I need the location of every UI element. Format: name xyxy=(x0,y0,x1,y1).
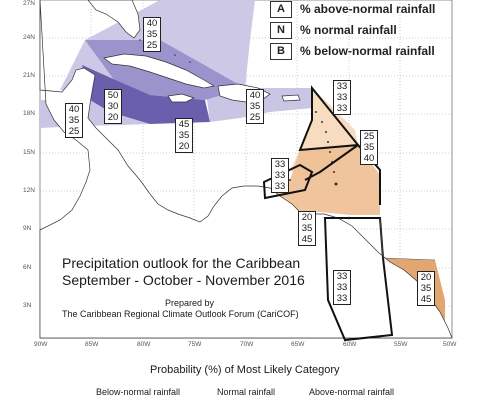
legend-key-below: B xyxy=(270,43,292,60)
cuba-land xyxy=(103,53,215,89)
lat-label-21n: 21N xyxy=(23,72,35,79)
lat-label-27n: 27N xyxy=(23,0,35,7)
prob-box-hispaniola-pr: 40 35 25 xyxy=(246,89,264,124)
prob-value-below: 33 xyxy=(274,181,286,192)
prob-box-cayman-jamaica: 50 30 20 xyxy=(104,89,122,124)
jamaica-land xyxy=(167,93,195,103)
lon-label-50w: 50W xyxy=(443,341,457,348)
lon-label-60w: 60W xyxy=(343,341,357,348)
prob-value-above: 20 xyxy=(420,272,432,283)
lat-label-9n: 9N xyxy=(23,225,32,232)
lat-label-12n: 12N xyxy=(23,187,35,194)
category-above-normal: Above-normal rainfall xyxy=(309,387,395,397)
prob-box-barbados-east: 25 35 40 xyxy=(360,130,378,165)
legend-key-above: A xyxy=(270,1,292,18)
legend-row-normal: N % normal rainfall xyxy=(270,21,450,42)
lon-label-70w: 70W xyxy=(240,341,254,348)
lat-label-6n: 6N xyxy=(23,264,32,271)
prob-value-normal: 33 xyxy=(336,282,348,293)
prob-box-abc-islands: 33 33 33 xyxy=(271,158,289,193)
prob-value-above: 50 xyxy=(107,90,119,101)
zone-outlines xyxy=(262,85,394,342)
map-title-line2: September - October - November 2016 xyxy=(62,272,305,288)
lat-label-3n: 3N xyxy=(23,302,32,309)
lat-label-15n: 15N xyxy=(23,149,35,156)
prob-value-normal: 35 xyxy=(178,130,190,141)
prob-value-normal: 35 xyxy=(68,115,80,126)
prob-value-above: 33 xyxy=(336,81,348,92)
prob-value-above: 40 xyxy=(249,90,261,101)
prob-value-above: 33 xyxy=(274,159,286,170)
outline-windward xyxy=(304,143,381,205)
prob-value-above: 40 xyxy=(68,104,80,115)
legend-label-above: % above-normal rainfall xyxy=(300,2,436,16)
legend-label-below: % below-normal rainfall xyxy=(300,44,435,58)
prob-value-normal: 35 xyxy=(301,223,313,234)
lat-label-24n: 24N xyxy=(23,34,35,41)
prob-box-belize: 40 35 25 xyxy=(65,103,83,138)
lon-label-75w: 75W xyxy=(188,341,202,348)
prob-box-bahamas-north: 40 35 25 xyxy=(143,17,161,52)
prob-value-below: 25 xyxy=(68,126,80,137)
prob-box-trinidad-tobago: 20 35 45 xyxy=(298,211,316,246)
legend-key-normal: N xyxy=(270,22,292,39)
category-normal: Normal rainfall xyxy=(217,387,276,397)
prob-value-normal: 33 xyxy=(274,170,286,181)
outline-abc xyxy=(262,163,314,200)
category-below-normal: Below-normal rainfall xyxy=(96,387,181,397)
legend-label-normal: % normal rainfall xyxy=(300,23,397,37)
prob-value-normal: 30 xyxy=(107,101,119,112)
prob-value-below: 25 xyxy=(146,40,158,51)
florida-land xyxy=(87,0,141,39)
prob-value-below: 25 xyxy=(249,112,261,123)
lon-label-55w: 55W xyxy=(394,341,408,348)
map-title-line1: Precipitation outlook for the Caribbean xyxy=(62,255,301,271)
border-lines xyxy=(379,217,436,261)
prob-value-below: 45 xyxy=(301,234,313,245)
prepared-by-line2: The Caribbean Regional Climate Outlook F… xyxy=(62,309,299,319)
legend-row-above: A % above-normal rainfall xyxy=(270,0,450,21)
prob-value-below: 20 xyxy=(178,141,190,152)
prob-value-above: 40 xyxy=(146,18,158,29)
prob-value-below: 40 xyxy=(363,153,375,164)
prob-value-above: 20 xyxy=(301,212,313,223)
outline-leeward xyxy=(298,85,360,152)
lon-label-65w: 65W xyxy=(291,341,305,348)
prob-box-guyana: 33 33 33 xyxy=(333,270,351,305)
lon-label-90w: 90W xyxy=(34,341,48,348)
prob-box-leeward-islands: 33 33 33 xyxy=(333,80,351,115)
prepared-by-line1: Prepared by xyxy=(165,298,215,308)
zone-below-mid xyxy=(270,145,380,215)
prob-value-above: 25 xyxy=(363,131,375,142)
lon-label-80w: 80W xyxy=(137,341,151,348)
puerto-rico-land xyxy=(281,94,301,102)
lat-label-18n: 18N xyxy=(23,110,35,117)
prob-box-french-guiana: 20 35 45 xyxy=(417,271,435,306)
prob-value-below: 20 xyxy=(107,112,119,123)
prob-value-normal: 33 xyxy=(336,92,348,103)
prob-value-normal: 35 xyxy=(146,29,158,40)
prob-box-caribbean-sea-west: 45 35 20 xyxy=(175,118,193,153)
prob-value-above: 33 xyxy=(336,271,348,282)
colorbar-title: Probability (%) of Most Likely Category xyxy=(150,364,340,376)
prob-value-normal: 35 xyxy=(420,283,432,294)
prob-value-normal: 35 xyxy=(363,142,375,153)
legend-row-below: B % below-normal rainfall xyxy=(270,42,450,63)
prob-value-below: 33 xyxy=(336,103,348,114)
category-legend: A % above-normal rainfall N % normal rai… xyxy=(270,0,450,63)
prob-value-above: 45 xyxy=(178,119,190,130)
prob-value-below: 33 xyxy=(336,293,348,304)
prob-value-normal: 35 xyxy=(249,101,261,112)
prob-value-below: 45 xyxy=(420,294,432,305)
lon-label-85w: 85W xyxy=(85,341,99,348)
